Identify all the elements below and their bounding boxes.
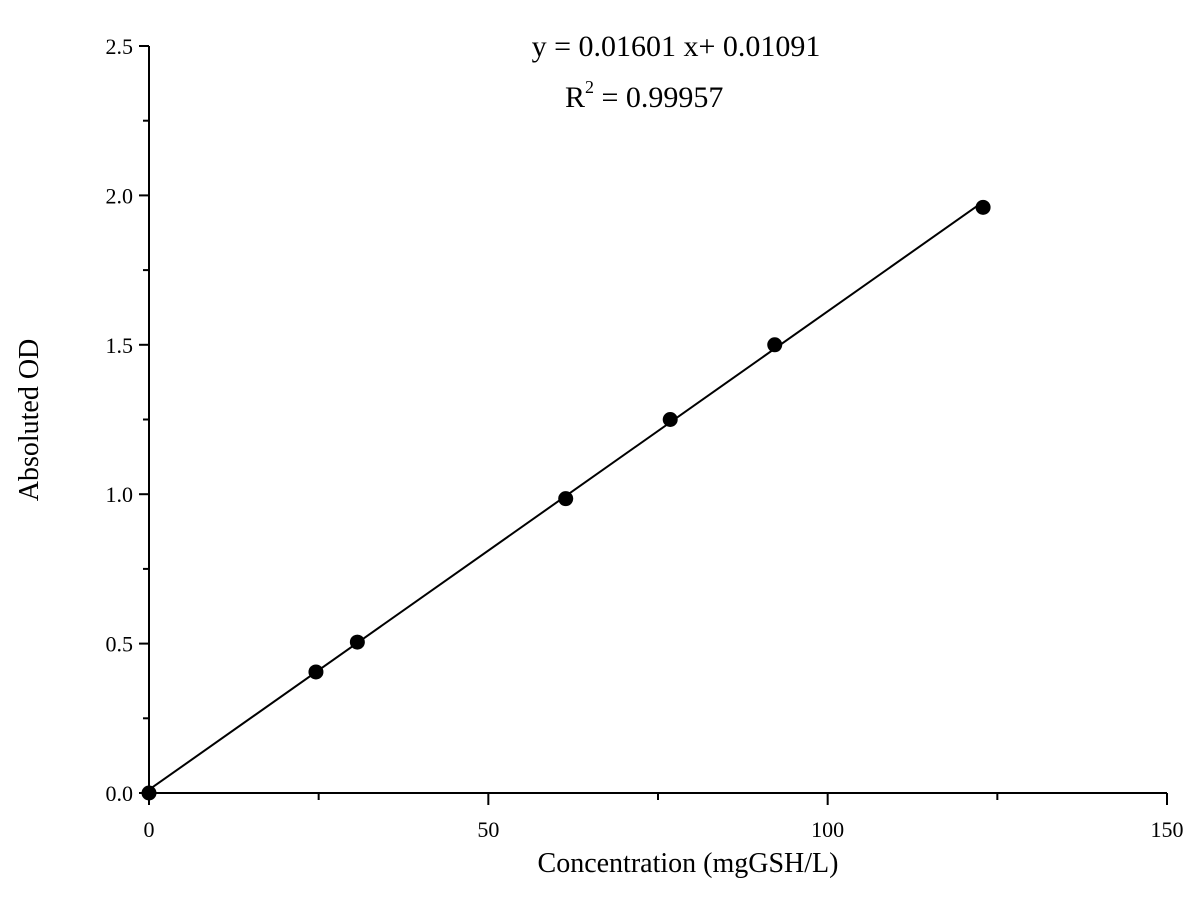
x-tick-label: 0 bbox=[144, 817, 155, 842]
x-tick-label: 150 bbox=[1151, 817, 1184, 842]
fit-equation: y = 0.01601 x+ 0.01091 bbox=[532, 30, 821, 63]
data-point bbox=[141, 785, 157, 801]
data-point bbox=[975, 199, 991, 215]
data-point bbox=[767, 337, 783, 353]
y-tick-label: 1.5 bbox=[106, 333, 134, 358]
x-tick-label: 50 bbox=[477, 817, 499, 842]
ticks bbox=[139, 45, 1168, 805]
y-tick-label: 0.0 bbox=[106, 781, 134, 806]
y-tick-label: 2.5 bbox=[106, 34, 134, 59]
r-squared-annotation: R2 = 0.99957 bbox=[565, 77, 723, 114]
r-squared-r: R bbox=[565, 81, 585, 114]
r-squared-value: = 0.99957 bbox=[594, 81, 723, 114]
y-tick-label: 2.0 bbox=[106, 183, 134, 208]
y-tick-label: 0.5 bbox=[106, 632, 134, 657]
data-point bbox=[308, 664, 324, 680]
y-tick-label: 1.0 bbox=[106, 482, 134, 507]
r-squared-superscript: 2 bbox=[585, 77, 594, 97]
x-axis-title: Concentration (mgGSH/L) bbox=[538, 848, 839, 879]
data-point bbox=[349, 634, 365, 650]
data-point bbox=[558, 491, 574, 507]
x-tick-label: 100 bbox=[811, 817, 844, 842]
data-points bbox=[141, 199, 991, 801]
data-point bbox=[662, 412, 678, 427]
tick-labels: 0.0 0.5 1.0 1.5 2.0 2.5 0 50 100 150 bbox=[106, 34, 1184, 842]
y-axis-title: Absoluted OD bbox=[14, 339, 45, 502]
